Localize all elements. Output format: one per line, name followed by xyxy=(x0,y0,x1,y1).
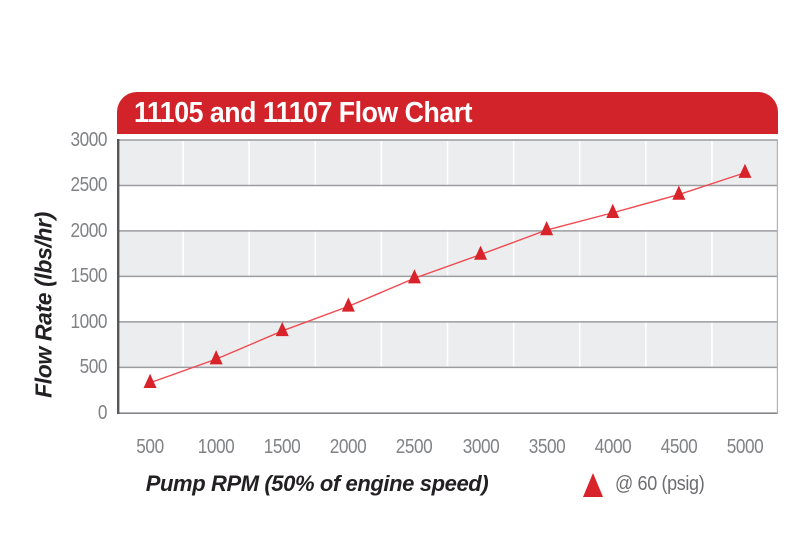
x-tick-label: 4000 xyxy=(594,436,632,458)
y-tick-label: 500 xyxy=(79,356,108,379)
chart-title: 11105 and 11107 Flow Chart xyxy=(134,97,473,129)
triangle-icon xyxy=(583,473,603,497)
data-point-marker xyxy=(407,269,421,284)
x-tick-label: 2000 xyxy=(330,436,367,458)
legend: @ 60 (psig) xyxy=(583,471,714,497)
x-tick-label: 2500 xyxy=(396,436,433,458)
data-point-marker xyxy=(474,245,488,260)
x-tick-label: 1000 xyxy=(197,436,235,458)
y-tick-label: 2500 xyxy=(70,174,107,197)
data-point-marker xyxy=(341,297,355,312)
y-axis-tick-labels: 0 500 1000 1500 2000 2500 3000 xyxy=(30,130,108,423)
flow-line xyxy=(149,172,746,384)
data-point-marker xyxy=(143,373,157,388)
x-tick-label: 500 xyxy=(136,436,164,458)
x-tick-label: 4500 xyxy=(660,436,698,458)
data-point-marker xyxy=(606,203,620,218)
data-point-marker xyxy=(672,185,686,200)
y-tick-label: 1000 xyxy=(70,310,107,333)
y-tick-label: 1500 xyxy=(70,265,107,288)
x-tick-label: 3000 xyxy=(462,436,499,458)
x-tick-label: 3500 xyxy=(528,436,565,458)
y-tick-label: 3000 xyxy=(70,129,107,151)
data-point-marker xyxy=(209,350,223,365)
x-tick-label: 5000 xyxy=(726,436,764,458)
y-tick-label: 0 xyxy=(97,401,108,424)
x-tick-label: 1500 xyxy=(263,436,301,458)
y-tick-label: 2000 xyxy=(70,219,107,242)
chart-title-bar: 11105 and 11107 Flow Chart xyxy=(117,92,778,134)
legend-label: @ 60 (psig) xyxy=(615,473,705,495)
x-axis-title: Pump RPM (50% of engine speed) xyxy=(145,471,489,496)
plot-area xyxy=(117,139,778,414)
data-point-marker xyxy=(540,221,554,236)
x-axis-tick-labels: 500 1000 1500 2000 2500 3000 3500 4000 4500 5000 xyxy=(117,436,778,458)
data-point-marker xyxy=(738,163,752,178)
data-point-marker xyxy=(275,321,289,337)
